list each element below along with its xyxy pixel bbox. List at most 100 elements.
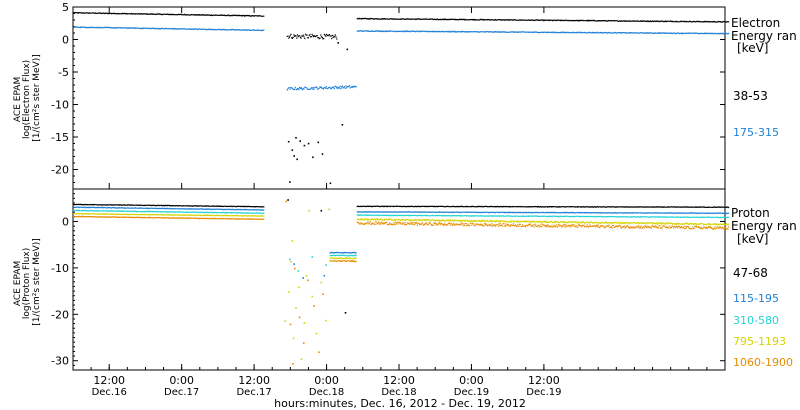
electron-scatter-point [317, 141, 320, 144]
proton-scatter-point [308, 209, 310, 212]
proton-series-segment [329, 257, 357, 260]
electron-legend-title-3: [keV] [737, 41, 768, 55]
proton-series-segment [73, 215, 265, 220]
x-tick-day-label: Dec.17 [164, 387, 199, 398]
proton-scatter-point [293, 263, 295, 265]
proton-legend-title-3: [keV] [737, 232, 768, 246]
proton-legend-series-795-1193: 795-1193 [733, 335, 786, 348]
proton-scatter-point [289, 323, 292, 326]
electron-series-segment [286, 85, 357, 91]
electron-legend-title-1: Electron [731, 16, 780, 30]
electron-series-segment [73, 11, 265, 17]
proton-scatter-point [298, 316, 301, 319]
proton-series-segment [356, 211, 730, 215]
proton-series-segment [73, 209, 265, 215]
electron-scatter-point [289, 181, 291, 183]
proton-scatter-point [291, 240, 294, 242]
proton-scatter-point [320, 281, 323, 284]
proton-scatter-point [285, 200, 288, 203]
proton-scatter-point [295, 307, 297, 309]
electron-y-tick-label: -20 [51, 164, 69, 177]
electron-scatter-point [312, 156, 314, 159]
electron-y-tick-label: 0 [62, 34, 69, 47]
electron-scatter-point [307, 142, 310, 145]
electron-scatter-point [341, 124, 344, 126]
electron-series-segment [286, 33, 338, 40]
proton-scatter-point [323, 274, 326, 277]
proton-y-tick-label: -20 [51, 308, 69, 321]
electron-scatter-point [296, 158, 298, 161]
proton-legend-title-1: Proton [731, 206, 770, 220]
proton-scatter-point [303, 322, 306, 324]
proton-scatter-point [292, 337, 295, 340]
proton-scatter-point [311, 295, 314, 298]
x-tick-day-label: Dec.18 [309, 387, 344, 398]
x-axis: 12:00Dec.160:00Dec.1712:00Dec.170:00Dec.… [72, 7, 726, 398]
proton-series-segment [356, 221, 730, 230]
proton-legend: Proton Energy ran [keV] 47-68 115-195 31… [731, 206, 797, 369]
electron-y-tick-label: 5 [62, 1, 69, 14]
proton-scatter-point [328, 208, 330, 211]
proton-y-ticks: 0 -10 -20 -30 [51, 188, 725, 371]
proton-scatter-point [303, 342, 305, 344]
proton-scatter-point [311, 256, 314, 258]
proton-y-axis-label: ACE EPAM log(Proton Flux) [1/(cm²s ster … [13, 238, 42, 325]
proton-scatter-point [290, 260, 292, 263]
electron-plot-frame [72, 6, 726, 190]
proton-series-segment [329, 251, 357, 254]
proton-data-marks [73, 199, 730, 365]
electron-series-segment [73, 26, 265, 32]
x-tick-day-label: Dec.18 [381, 387, 416, 398]
proton-scatter-point [289, 258, 291, 261]
electron-series-segment [356, 30, 730, 35]
proton-series-segment [329, 254, 357, 257]
electron-series-segment [356, 17, 730, 23]
proton-scatter-point [284, 320, 286, 322]
electron-legend-title-2: Energy ran [731, 29, 797, 43]
proton-scatter-point [322, 293, 324, 295]
proton-series-segment [73, 213, 265, 217]
proton-scatter-point [344, 312, 347, 314]
electron-scatter-point [287, 140, 290, 143]
electron-y-ticks: 5 0 -5 -10 -15 -20 [51, 1, 725, 190]
proton-legend-series-115-195: 115-195 [733, 292, 779, 305]
proton-scatter-point [300, 358, 303, 360]
x-axis-title: hours:minutes, Dec. 16, 2012 - Dec. 19, … [274, 397, 526, 410]
proton-series-segment [356, 205, 730, 209]
proton-series-310-580 [73, 209, 730, 272]
proton-scatter-point [307, 279, 309, 282]
proton-panel: 0 -10 -20 -30 ACE EPAM log(Proton Flux) [1/… [13, 188, 797, 371]
proton-legend-series-47-68: 47-68 [733, 266, 768, 280]
proton-scatter-point [302, 277, 304, 279]
proton-series-segment [329, 260, 357, 263]
proton-scatter-point [325, 264, 327, 266]
electron-scatter-point [329, 182, 332, 185]
proton-y-tick-label: -30 [51, 355, 69, 368]
electron-series-175-315 [73, 26, 730, 91]
proton-series-segment [73, 203, 265, 208]
proton-y-tick-label: 0 [62, 215, 69, 228]
proton-series-115-195 [73, 206, 730, 279]
proton-scatter-point [320, 209, 323, 212]
electron-scatter-point [321, 153, 324, 155]
electron-legend-series-38-53: 38-53 [733, 89, 768, 103]
x-tick-time-label: 12:00 [238, 374, 270, 387]
proton-series-segment [73, 206, 265, 211]
proton-scatter-point [315, 332, 318, 335]
proton-scatter-point [297, 270, 300, 272]
electron-y-tick-label: -10 [51, 99, 69, 112]
x-tick-time-label: 12:00 [528, 374, 560, 387]
x-tick-day-label: Dec.17 [236, 387, 271, 398]
proton-scatter-point [325, 319, 327, 322]
proton-series-segment [356, 218, 730, 226]
proton-legend-series-1060-1900: 1060-1900 [733, 356, 793, 369]
proton-scatter-point [298, 286, 300, 289]
electron-scatter-point [299, 140, 301, 142]
proton-scatter-point [287, 199, 289, 201]
proton-y-tick-label: -10 [51, 262, 69, 275]
proton-scatter-point [294, 267, 296, 270]
electron-series-38-53 [73, 11, 730, 185]
electron-scatter-point [303, 144, 306, 147]
x-tick-time-label: 0:00 [459, 374, 484, 387]
